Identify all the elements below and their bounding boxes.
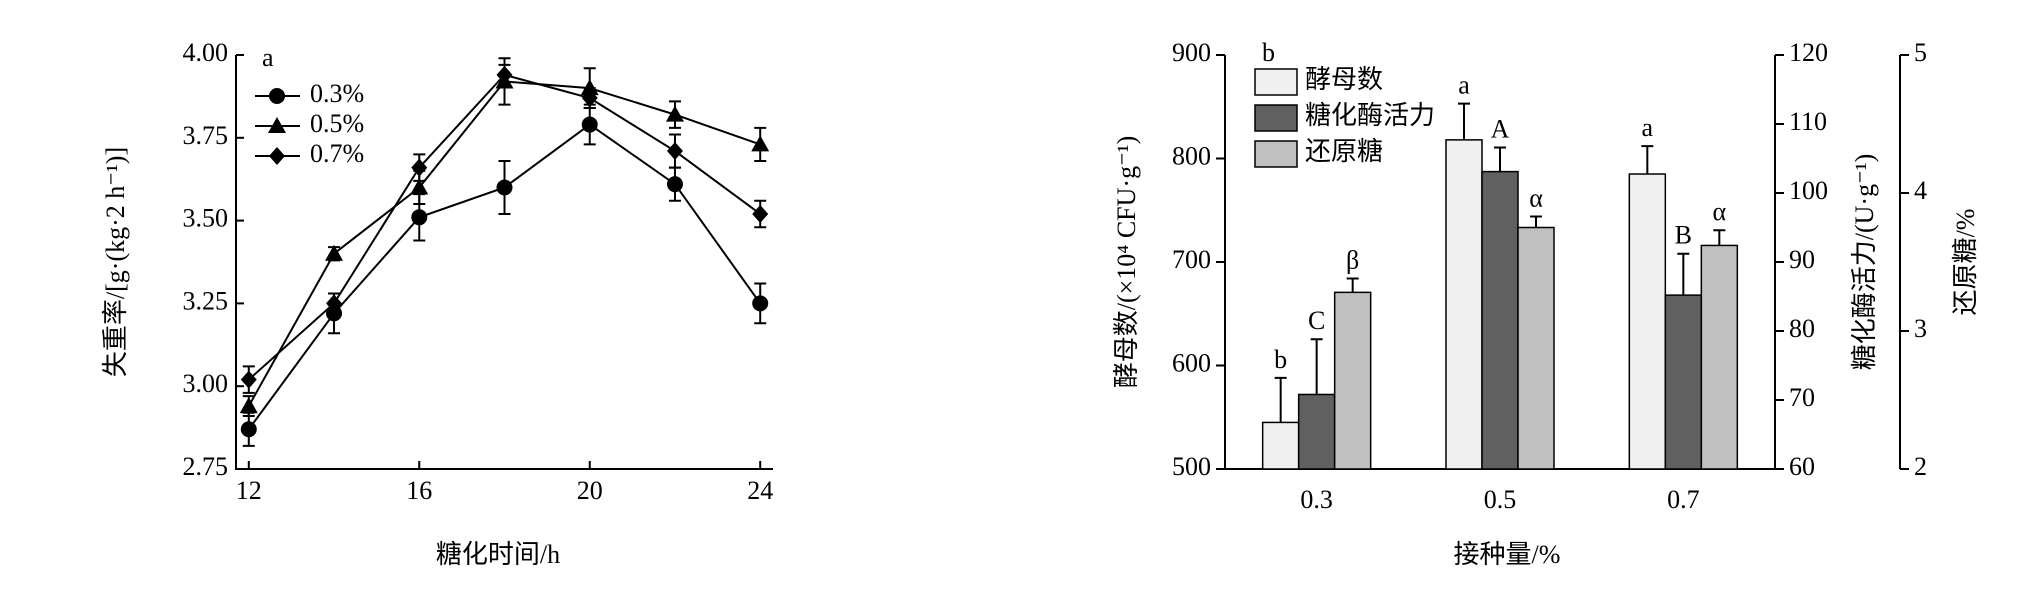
y-tick-label: 800 bbox=[1172, 141, 1211, 170]
error-bar bbox=[1274, 376, 1287, 423]
error-bar bbox=[1346, 277, 1359, 293]
data-point bbox=[239, 397, 258, 414]
data-point bbox=[496, 65, 513, 84]
legend-marker bbox=[269, 88, 285, 104]
data-point bbox=[666, 142, 683, 161]
data-point bbox=[496, 179, 513, 196]
y-tick-label: 700 bbox=[1172, 245, 1211, 274]
y-tick-label: 3.75 bbox=[183, 121, 229, 150]
data-point bbox=[665, 105, 684, 122]
bar bbox=[1297, 393, 1336, 470]
legend-label: 酵母数 bbox=[1305, 65, 1383, 94]
data-point bbox=[411, 158, 428, 177]
y2-axis-label: 糖化酶活力/(U·g⁻¹) bbox=[1850, 154, 1879, 371]
x-tick-label: 16 bbox=[406, 476, 432, 505]
error-bar bbox=[1494, 146, 1506, 172]
legend-label: 0.7% bbox=[310, 139, 364, 168]
legend-label: 糖化酶活力 bbox=[1305, 101, 1435, 130]
data-point bbox=[751, 135, 770, 152]
error-bar bbox=[1713, 229, 1726, 246]
legend-label: 0.3% bbox=[310, 79, 364, 108]
significance-label: a bbox=[1458, 71, 1470, 100]
y3-tick-label: 3 bbox=[1914, 314, 1927, 343]
data-point bbox=[581, 89, 598, 108]
y-tick-label: 600 bbox=[1172, 348, 1211, 377]
x-tick-label: 0.3 bbox=[1300, 485, 1333, 514]
significance-label: A bbox=[1491, 114, 1510, 143]
bar bbox=[1700, 244, 1739, 470]
y3-axis-label: 还原糖/% bbox=[1951, 209, 1980, 316]
error-bar bbox=[1530, 215, 1542, 228]
significance-label: B bbox=[1675, 221, 1692, 250]
data-point bbox=[325, 244, 344, 261]
data-point bbox=[411, 209, 428, 226]
significance-label: C bbox=[1308, 306, 1325, 335]
y2-tick-label: 110 bbox=[1789, 107, 1827, 136]
bar bbox=[1664, 294, 1703, 470]
y2-tick-label: 70 bbox=[1789, 383, 1815, 412]
data-point bbox=[752, 295, 769, 312]
legend-swatch bbox=[1254, 140, 1298, 168]
y-tick-label: 900 bbox=[1172, 38, 1211, 67]
bar bbox=[1517, 226, 1555, 470]
data-point bbox=[240, 370, 257, 389]
x-tick-label: 0.5 bbox=[1484, 485, 1517, 514]
y-axis-label: 酵母数/(×10⁴ CFU·g⁻¹) bbox=[1112, 136, 1141, 389]
y-tick-label: 4.00 bbox=[183, 38, 229, 67]
y-axis-label: 失重率/[g·(kg·2 h⁻¹)] bbox=[101, 147, 130, 377]
panel-label: a bbox=[262, 43, 274, 72]
significance-label: α bbox=[1713, 197, 1727, 226]
error-bar bbox=[1458, 102, 1470, 140]
x-tick-label: 12 bbox=[236, 476, 262, 505]
x-tick-label: 20 bbox=[577, 476, 603, 505]
bar bbox=[1481, 170, 1519, 470]
panel-label: b bbox=[1262, 38, 1275, 67]
error-bar bbox=[1310, 338, 1323, 395]
data-point bbox=[326, 294, 343, 313]
legend-marker bbox=[269, 147, 285, 165]
data-point bbox=[240, 421, 257, 438]
y2-tick-label: 100 bbox=[1789, 176, 1828, 205]
legend-marker bbox=[268, 117, 286, 133]
bar bbox=[1333, 291, 1372, 470]
y2-tick-label: 120 bbox=[1789, 38, 1828, 67]
bar bbox=[1445, 139, 1483, 470]
x-axis-label: 糖化时间/h bbox=[436, 540, 560, 569]
y-tick-label: 500 bbox=[1172, 452, 1211, 481]
significance-label: α bbox=[1529, 183, 1543, 212]
error-bar bbox=[1641, 145, 1654, 175]
y-tick-label: 3.25 bbox=[183, 286, 229, 315]
significance-label: a bbox=[1642, 113, 1654, 142]
legend-label: 还原糖 bbox=[1305, 137, 1383, 166]
y2-tick-label: 60 bbox=[1789, 452, 1815, 481]
y-tick-label: 2.75 bbox=[183, 452, 229, 481]
legend-swatch bbox=[1254, 104, 1298, 132]
data-point bbox=[752, 204, 769, 223]
significance-label: β bbox=[1346, 246, 1359, 275]
legend-swatch bbox=[1254, 68, 1298, 96]
y2-tick-label: 90 bbox=[1789, 245, 1815, 274]
data-point bbox=[581, 116, 598, 133]
y3-tick-label: 5 bbox=[1914, 38, 1927, 67]
x-tick-label: 0.7 bbox=[1667, 485, 1700, 514]
significance-label: b bbox=[1274, 345, 1287, 374]
bar bbox=[1628, 173, 1667, 470]
legend-label: 0.5% bbox=[310, 109, 364, 138]
y-tick-label: 3.50 bbox=[183, 204, 229, 233]
y3-tick-label: 4 bbox=[1914, 176, 1927, 205]
data-point bbox=[666, 176, 683, 193]
y2-tick-label: 80 bbox=[1789, 314, 1815, 343]
y3-tick-label: 2 bbox=[1914, 452, 1927, 481]
x-axis-label: 接种量/% bbox=[1454, 540, 1561, 569]
x-tick-label: 24 bbox=[747, 476, 773, 505]
bar bbox=[1261, 421, 1300, 470]
error-bar bbox=[1677, 252, 1690, 296]
y-tick-label: 3.00 bbox=[183, 369, 229, 398]
data-point bbox=[410, 178, 429, 195]
